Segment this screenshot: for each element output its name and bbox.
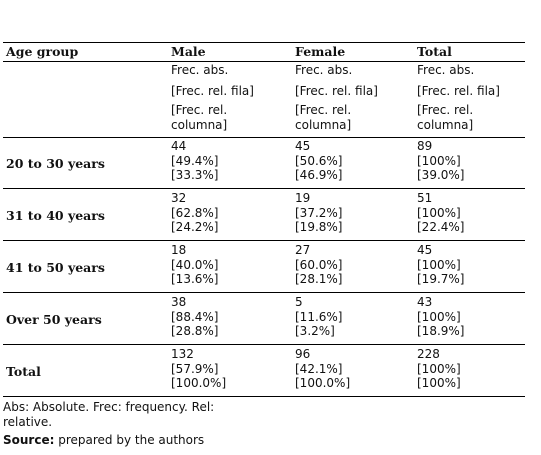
row-label: 31 to 40 years [6,208,105,223]
row-rule [3,240,525,241]
footnote-abbreviations: Abs: Absolute. Frec: frequency. Rel: rel… [3,400,215,429]
header-age-group: Age group [6,44,79,59]
cell-female: 96 [42.1%] [100.0%] [295,347,351,390]
source-text: prepared by the authors [54,433,205,447]
row-label: 20 to 30 years [6,156,105,171]
cell-male: 44 [49.4%] [33.3%] [171,139,219,182]
cell-female: 45 [50.6%] [46.9%] [295,139,343,182]
row-rule [3,344,525,345]
header-rule [3,61,525,62]
subheader-rule [3,137,525,138]
cell-total: 89 [100%] [39.0%] [417,139,465,182]
cell-female: 5 [11.6%] [3.2%] [295,295,343,338]
subheader-male: Frec. abs. [Frec. rel. fila] [Frec. rel.… [171,63,254,132]
row-label: Over 50 years [6,312,102,327]
source-label: Source: [3,433,55,447]
cell-male: 132 [57.9%] [100.0%] [171,347,227,390]
cell-female: 27 [60.0%] [28.1%] [295,243,343,286]
footnote-source: Source: prepared by the authors [3,433,204,448]
header-male: Male [171,44,206,59]
row-rule [3,292,525,293]
cell-total: 43 [100%] [18.9%] [417,295,465,338]
cell-male: 38 [88.4%] [28.8%] [171,295,219,338]
cell-total: 45 [100%] [19.7%] [417,243,465,286]
row-rule [3,188,525,189]
cell-male: 18 [40.0%] [13.6%] [171,243,219,286]
row-label: 41 to 50 years [6,260,105,275]
header-total: Total [417,44,452,59]
subheader-female: Frec. abs. [Frec. rel. fila] [Frec. rel.… [295,63,378,132]
table-top-rule [3,42,525,43]
cell-male: 32 [62.8%] [24.2%] [171,191,219,234]
header-female: Female [295,44,346,59]
cell-total: 228 [100%] [100%] [417,347,461,390]
row-label-total: Total [6,364,41,379]
table-bottom-rule [3,396,525,397]
subheader-total: Frec. abs. [Frec. rel. fila] [Frec. rel.… [417,63,500,132]
cell-female: 19 [37.2%] [19.8%] [295,191,343,234]
cell-total: 51 [100%] [22.4%] [417,191,465,234]
